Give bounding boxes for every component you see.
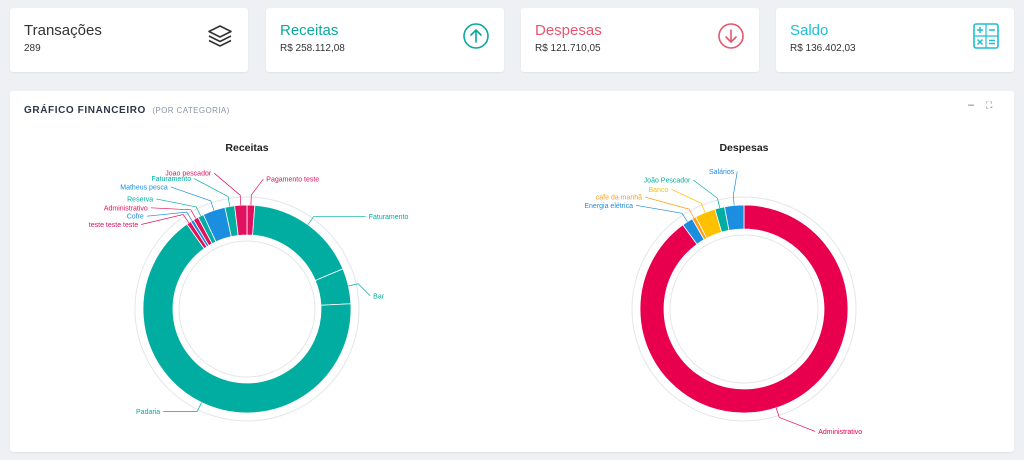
slice-10: [234, 204, 248, 236]
slice-label-7: Reserva: [127, 196, 153, 203]
slice-label-6: Administrativo: [104, 205, 148, 212]
panel-title: GRÁFICO FINANCEIRO (POR CATEGORIA): [24, 105, 230, 116]
slice-leader-1: [635, 204, 688, 222]
slice-label-1: Energia elétrica: [584, 203, 633, 210]
slice-label-9: Faturamento: [151, 176, 191, 183]
calculator-icon: [973, 23, 999, 49]
slice-label-5: Salários: [709, 169, 735, 176]
chart-inner-ring: [669, 234, 819, 384]
slice-label-3: Padaria: [136, 409, 160, 416]
slice-leader-4: [141, 214, 190, 225]
card-receitas: Receitas R$ 258.112,08: [266, 8, 504, 72]
slice-label-2: cafe da manhã: [596, 195, 642, 202]
card-despesas: Despesas R$ 121.710,05: [521, 8, 759, 72]
card-saldo: Saldo R$ 136.402,03: [776, 8, 1014, 72]
card-transacoes: Transações 289: [10, 8, 248, 72]
expand-button[interactable]: ⛶: [986, 100, 993, 110]
chart-title: Receitas: [225, 142, 268, 154]
slice-5: [724, 204, 745, 231]
slice-leader-3: [671, 188, 706, 213]
panel-title-text: GRÁFICO FINANCEIRO: [24, 105, 146, 116]
slice-leader-4: [693, 179, 721, 208]
slice-leader-0: [775, 407, 816, 432]
financial-chart-panel: GRÁFICO FINANCEIRO (POR CATEGORIA) – ⛶ R…: [10, 91, 1014, 452]
chart-guide-ring: [134, 196, 360, 422]
slice-leader-7: [156, 198, 201, 217]
card-value: R$ 258.112,08: [280, 43, 345, 54]
panel-subtitle: (POR CATEGORIA): [152, 106, 230, 115]
slice-label-4: teste teste teste: [89, 222, 139, 229]
slice-leader-2: [644, 196, 695, 219]
donut-chart-despesas: Despesas Administrativo Energia elétricaca…: [584, 142, 862, 436]
slice-3: [142, 223, 352, 414]
chart-guide-ring: [631, 196, 857, 422]
slice-leader-6: [150, 207, 197, 219]
slice-label-3: Banco: [649, 187, 669, 194]
layers-icon: [208, 25, 232, 47]
slice-label-10: Joao pescador: [165, 171, 212, 178]
category-charts: Receitas Pagamento teste Faturamento Bar Pad…: [89, 142, 862, 436]
slice-leader-1: [307, 216, 366, 225]
chart-title: Despesas: [719, 142, 768, 154]
slice-leader-3: [163, 402, 202, 412]
slice-label-0: Pagamento teste: [266, 177, 319, 184]
slice-leader-8: [170, 186, 215, 211]
slice-label-0: Administrativo: [818, 429, 862, 436]
card-value: R$ 136.402,03: [790, 43, 856, 54]
chart-inner-ring: [178, 240, 316, 378]
arrow-down-circle-icon: [718, 23, 744, 49]
card-title: Saldo: [790, 22, 829, 39]
card-title: Despesas: [535, 22, 602, 39]
minimize-button[interactable]: –: [968, 99, 975, 111]
card-value: 289: [24, 43, 41, 54]
slice-label-5: Cofre: [127, 214, 144, 221]
arrow-up-circle-icon: [463, 23, 489, 49]
slice-label-4: João Pescador: [644, 178, 691, 185]
slice-leader-10: [213, 172, 242, 206]
donut-chart-receitas: Receitas Pagamento teste Faturamento Bar Pad…: [89, 142, 409, 422]
card-title: Transações: [24, 22, 102, 39]
card-value: R$ 121.710,05: [535, 43, 601, 54]
slice-label-2: Bar: [373, 293, 385, 300]
card-title: Receitas: [280, 22, 339, 39]
slice-0: [639, 204, 849, 414]
slice-leader-9: [193, 178, 231, 207]
slice-leader-2: [348, 283, 371, 297]
slice-label-1: Faturamento: [369, 214, 409, 221]
slice-leader-5: [732, 171, 738, 206]
slice-leader-5: [146, 211, 193, 221]
slice-leader-0: [250, 178, 264, 206]
slice-label-8: Matheus pesca: [120, 184, 168, 191]
